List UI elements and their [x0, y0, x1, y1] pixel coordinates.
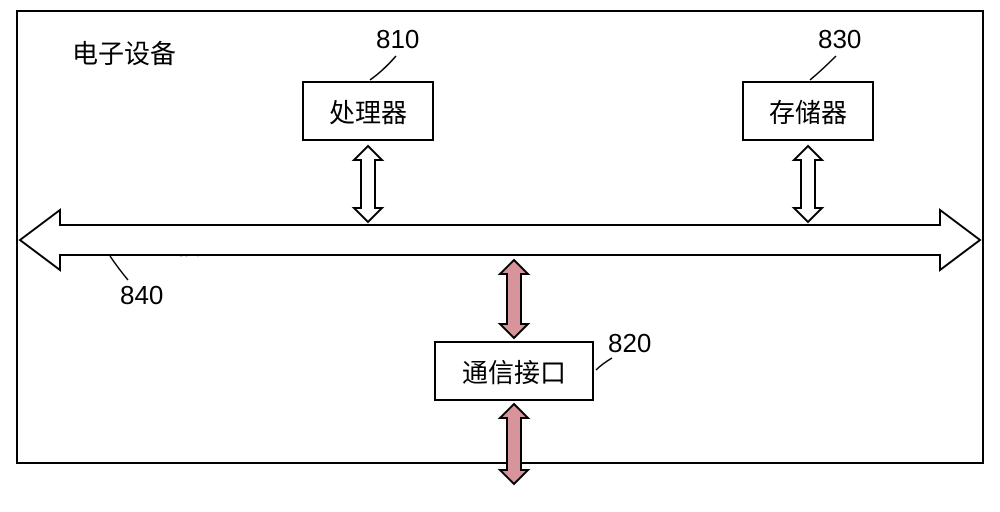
interface-label: 通信接口	[462, 353, 566, 390]
ref-memory: 830	[818, 24, 861, 55]
diagram-title: 电子设备	[72, 34, 176, 71]
memory-label: 存储器	[769, 93, 847, 130]
processor-box: 处理器	[302, 81, 434, 141]
memory-box: 存储器	[742, 81, 874, 141]
bus-label: 通信总线	[150, 225, 254, 262]
ref-processor: 810	[376, 24, 419, 55]
ref-interface: 820	[608, 328, 651, 359]
processor-label: 处理器	[329, 93, 407, 130]
ref-bus: 840	[120, 280, 163, 311]
interface-box: 通信接口	[434, 341, 594, 401]
